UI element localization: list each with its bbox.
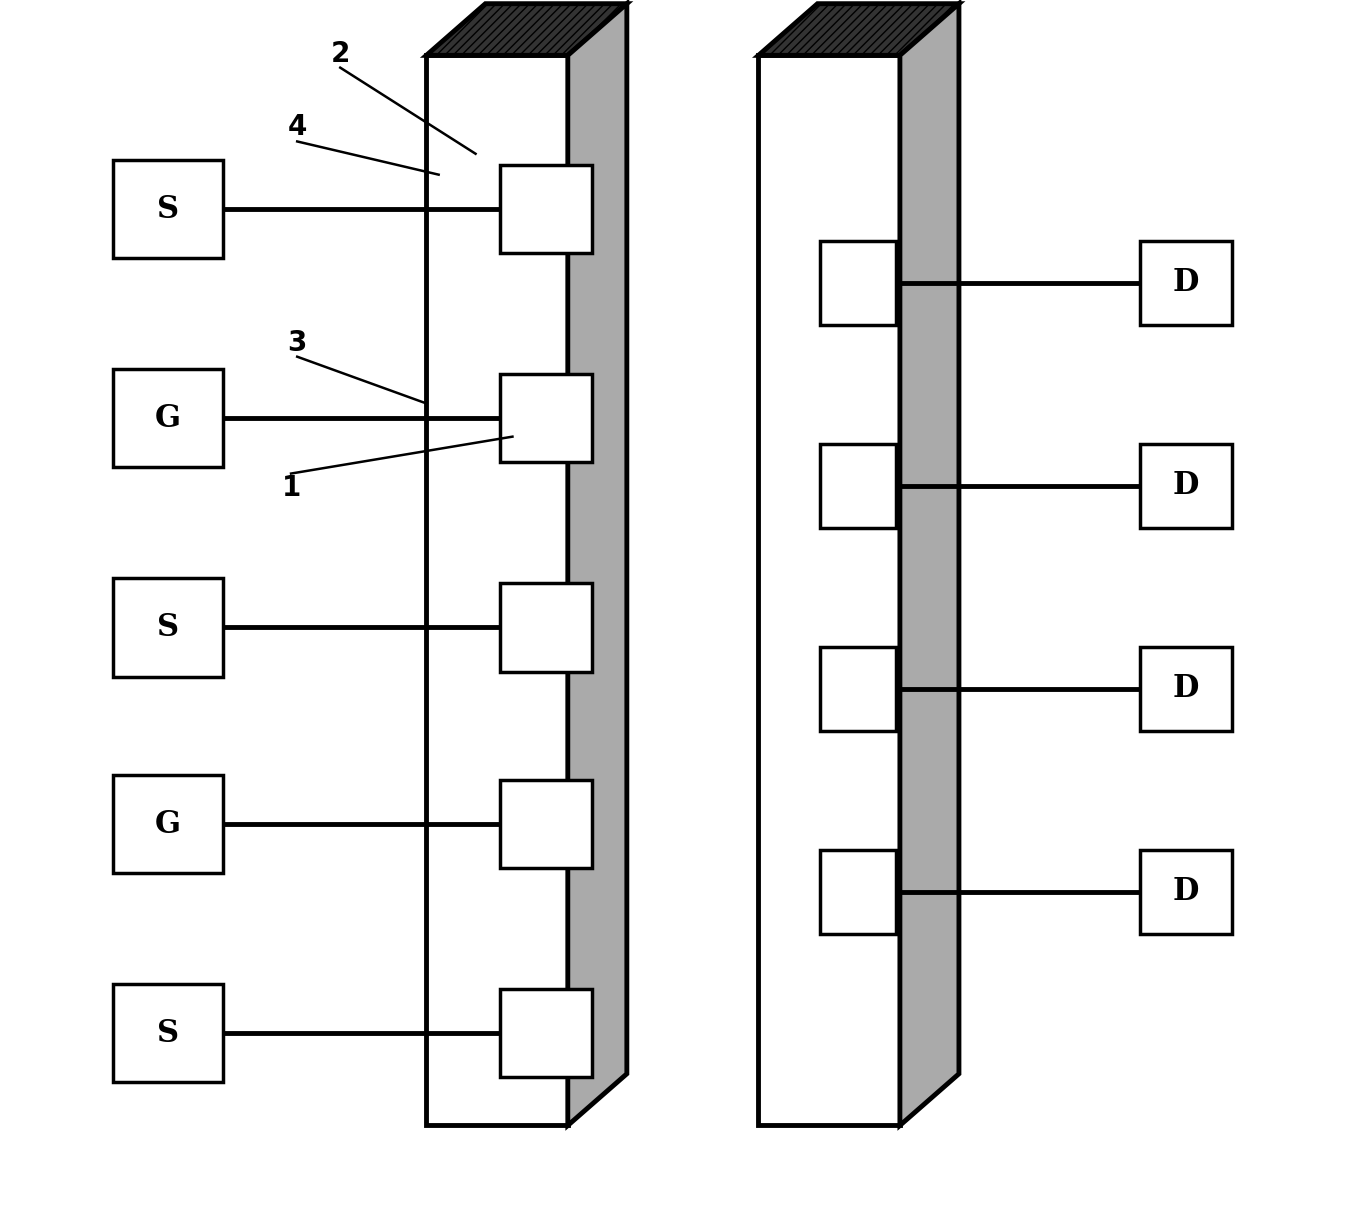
Polygon shape <box>759 55 900 1125</box>
Text: S: S <box>157 1017 179 1049</box>
Text: D: D <box>1172 470 1200 502</box>
Bar <box>113 775 224 873</box>
Bar <box>113 160 224 258</box>
Text: 1: 1 <box>281 474 301 502</box>
Text: D: D <box>1172 267 1200 299</box>
Bar <box>1140 444 1232 528</box>
Bar <box>113 369 224 467</box>
Polygon shape <box>759 4 959 55</box>
Polygon shape <box>900 4 959 1125</box>
Text: S: S <box>157 611 179 643</box>
Bar <box>820 444 896 528</box>
Polygon shape <box>426 55 567 1125</box>
Bar <box>113 984 224 1082</box>
Bar <box>501 989 593 1077</box>
Bar <box>1140 241 1232 325</box>
Text: G: G <box>155 402 180 434</box>
Text: D: D <box>1172 673 1200 705</box>
Text: G: G <box>155 808 180 840</box>
Bar <box>820 850 896 934</box>
Bar <box>501 374 593 462</box>
Text: 2: 2 <box>331 39 350 68</box>
Bar <box>820 241 896 325</box>
Polygon shape <box>426 4 627 55</box>
Bar <box>820 647 896 731</box>
Text: 3: 3 <box>288 328 307 357</box>
Bar <box>501 583 593 672</box>
Text: S: S <box>157 193 179 225</box>
Bar <box>501 780 593 868</box>
Bar <box>501 165 593 253</box>
Polygon shape <box>567 4 627 1125</box>
Bar <box>113 578 224 677</box>
Bar <box>1140 850 1232 934</box>
Bar <box>1140 647 1232 731</box>
Text: 4: 4 <box>288 113 307 141</box>
Text: D: D <box>1172 876 1200 908</box>
